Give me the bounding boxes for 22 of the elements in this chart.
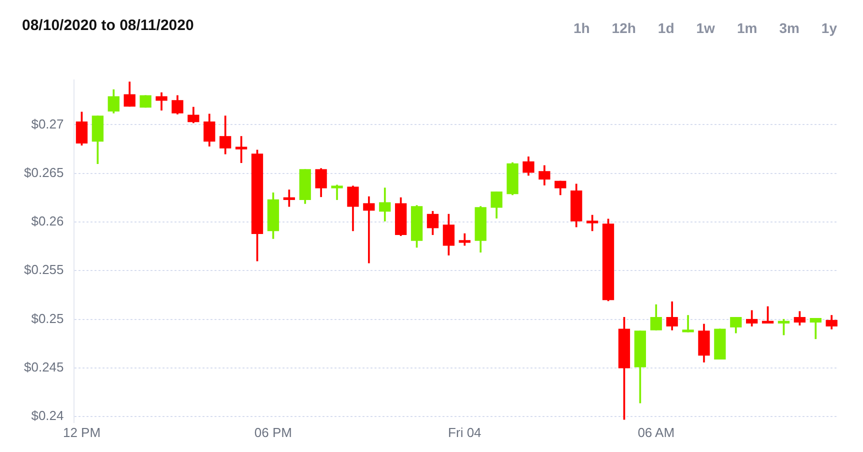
- y-tick-label: $0.26: [31, 214, 64, 229]
- text: 1m: [736, 19, 758, 38]
- text: 1y: [820, 19, 838, 38]
- candlestick: [682, 315, 694, 332]
- x-tick-label: 12 PM: [62, 424, 101, 440]
- x-tick-label: 06 AM: [638, 424, 675, 440]
- y-tick-label: $0.245: [24, 360, 64, 375]
- y-tick-label: $0.25: [31, 310, 64, 326]
- y-tick-label: $0.24: [31, 408, 64, 424]
- y-tick-label: $0.255: [24, 262, 64, 278]
- candlestick: [363, 196, 375, 264]
- y-tick-label: $0.27: [31, 116, 64, 132]
- candlestick: [283, 190, 295, 207]
- x-tick-label: Fri 04: [448, 424, 482, 440]
- text: 3m: [778, 19, 800, 38]
- y-tick-label: $0.265: [24, 164, 64, 180]
- text: 1w: [695, 19, 716, 38]
- chart-title: 08/10/2020 to 08/11/2020: [22, 17, 194, 34]
- text: 1d: [656, 19, 676, 38]
- x-tick-label: 06 PM: [254, 424, 292, 440]
- text: 1h: [572, 19, 591, 38]
- text: 12h: [610, 19, 637, 38]
